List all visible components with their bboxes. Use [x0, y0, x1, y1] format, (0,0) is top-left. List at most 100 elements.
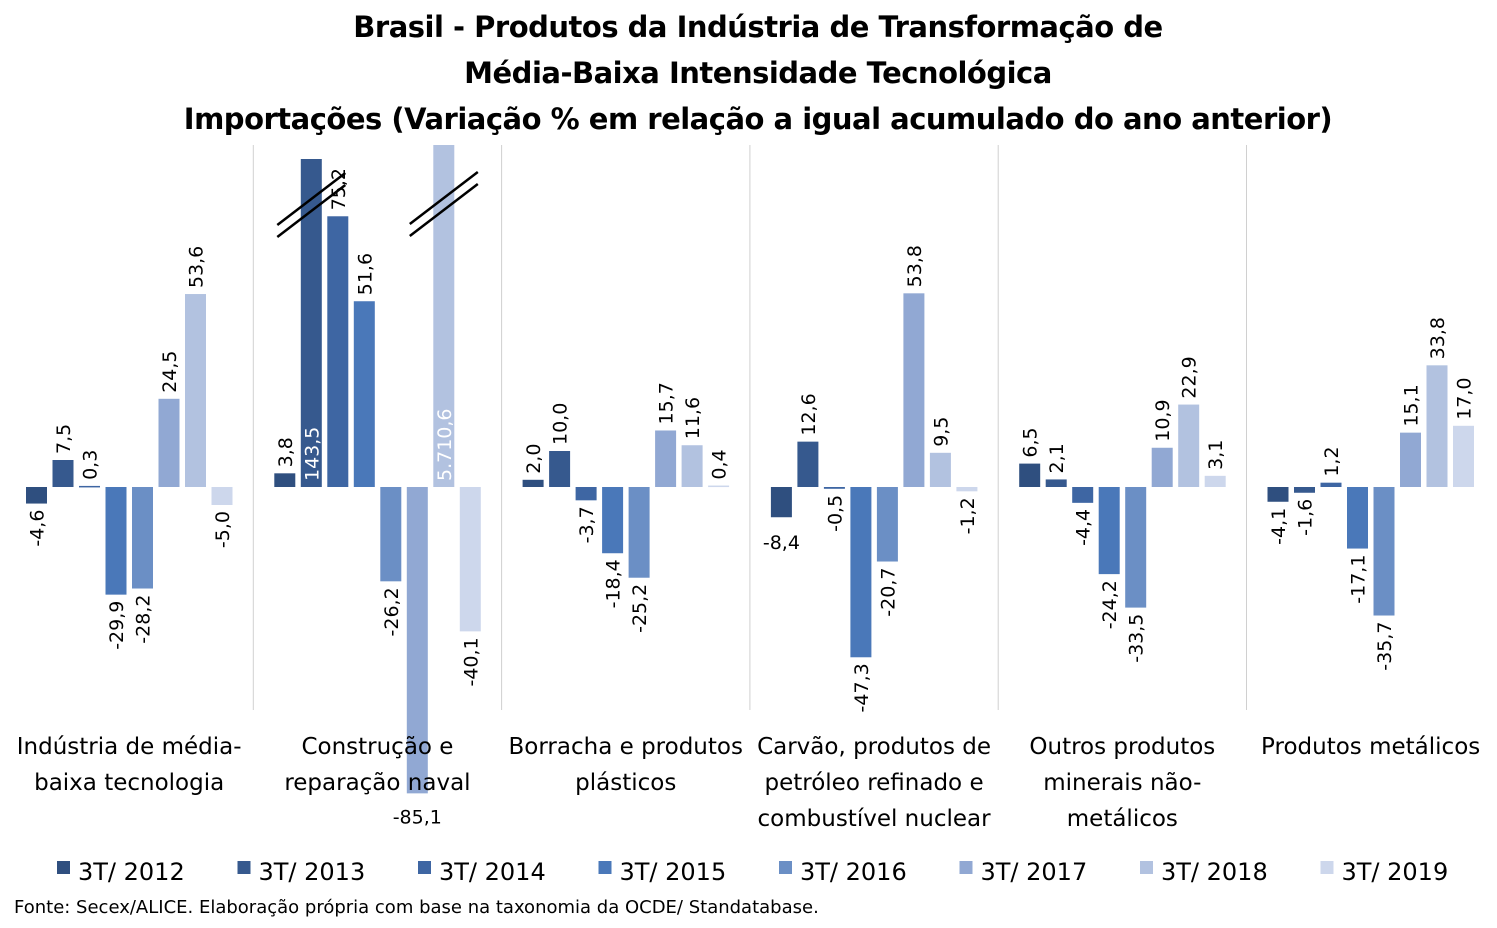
category-label: minerais não-	[1043, 770, 1201, 796]
bar	[522, 479, 544, 487]
data-label: -0,5	[824, 495, 846, 532]
data-label: -4,4	[1073, 509, 1095, 546]
data-label: 53,8	[904, 245, 926, 287]
data-label: 9,5	[930, 417, 952, 447]
data-label: 75,2	[328, 168, 350, 210]
data-label: 15,7	[656, 382, 678, 424]
data-label: 15,1	[1401, 384, 1423, 426]
data-label: -1,2	[957, 497, 979, 534]
axis-break-mark	[409, 171, 479, 225]
bar	[929, 452, 951, 487]
data-label: 6,5	[1020, 427, 1042, 457]
bar	[876, 487, 898, 562]
legend-swatch	[598, 861, 612, 874]
data-label: 143,5	[301, 427, 323, 481]
data-label: 10,9	[1152, 399, 1174, 441]
data-label: -40,1	[460, 637, 482, 686]
bar	[158, 398, 180, 487]
legend-swatch	[1140, 861, 1153, 874]
category-label: Borracha e produtos	[509, 734, 743, 760]
legend-swatch	[779, 861, 792, 874]
data-label: -35,7	[1374, 622, 1396, 671]
legend-entry: 3T/ 2012	[78, 858, 185, 886]
data-label: -85,1	[393, 806, 442, 828]
data-label: -18,4	[603, 559, 625, 608]
axis-break-marks	[276, 171, 479, 238]
bar	[628, 487, 650, 578]
bar	[575, 487, 597, 501]
chart-title-line-1: Brasil - Produtos da Indústria de Transf…	[353, 10, 1162, 44]
data-label: -4,6	[27, 510, 49, 547]
data-label: -29,9	[106, 601, 128, 650]
data-label: 1,2	[1321, 446, 1343, 476]
data-label: -26,2	[381, 587, 403, 636]
legend-swatch	[1320, 861, 1334, 874]
legend-entry: 3T/ 2016	[800, 858, 907, 886]
data-label: 17,0	[1454, 377, 1476, 419]
category-label: Carvão, produtos de	[757, 734, 991, 760]
bar	[1045, 479, 1067, 487]
data-label: -17,1	[1348, 555, 1370, 604]
bar	[1347, 487, 1368, 549]
category-separators	[252, 145, 1247, 710]
bar	[1320, 482, 1342, 487]
axis-break-mark	[276, 184, 347, 238]
data-label: 51,6	[354, 253, 376, 295]
bar	[211, 487, 233, 505]
category-label: metálicos	[1067, 806, 1178, 832]
source-note: Fonte: Secex/ALICE. Elaboração própria c…	[14, 897, 819, 918]
data-label: 2,1	[1046, 443, 1068, 473]
legend-entry: 3T/ 2017	[981, 858, 1088, 886]
data-label: -47,3	[851, 663, 873, 712]
data-label: 10,0	[550, 403, 572, 445]
bar	[1072, 487, 1094, 503]
bars-layer	[26, 145, 1474, 794]
category-label: plásticos	[575, 770, 676, 796]
bar	[681, 445, 703, 487]
axis-break-mark	[409, 183, 479, 237]
axis-break-mark	[276, 172, 347, 226]
data-label: 5.710,6	[434, 408, 456, 481]
data-label: -5,0	[212, 511, 234, 548]
bar	[903, 293, 925, 487]
bar	[52, 460, 74, 487]
data-label: 11,6	[682, 397, 704, 439]
legend-entry: 3T/ 2013	[259, 858, 366, 886]
data-label: 3,1	[1205, 440, 1227, 470]
data-label: 53,6	[186, 246, 208, 288]
category-label: Produtos metálicos	[1261, 734, 1480, 760]
legend-entry: 3T/ 2018	[1161, 858, 1268, 886]
bar	[1294, 487, 1315, 493]
bar	[1204, 475, 1226, 487]
data-label: -3,7	[576, 506, 598, 543]
bar	[549, 451, 571, 487]
bar	[353, 301, 375, 487]
data-label: -1,6	[1295, 499, 1317, 536]
data-label: -4,1	[1268, 508, 1290, 545]
data-label: -8,4	[763, 532, 800, 554]
category-label: petróleo refinado e	[764, 770, 983, 796]
bar	[655, 430, 677, 487]
data-label: -20,7	[877, 568, 899, 617]
legend-entry: 3T/ 2014	[439, 858, 546, 886]
bar	[1151, 447, 1173, 487]
category-label: Construção e	[301, 734, 453, 760]
bar	[823, 487, 845, 489]
bar	[1426, 365, 1448, 487]
bar	[1373, 487, 1395, 616]
legend-swatch	[57, 861, 70, 874]
category-label: combustível nuclear	[758, 806, 992, 832]
data-label: 24,5	[159, 350, 181, 392]
chart-title: Brasil - Produtos da Indústria de Transf…	[184, 10, 1333, 136]
category-label: reparação naval	[284, 770, 470, 796]
bar	[1019, 463, 1041, 487]
bar	[185, 294, 206, 487]
category-label: Indústria de média-	[17, 734, 242, 760]
data-labels-layer: -4,6 7,50,3 -29,9 -28,2 24,5 53,6 -5,0 3,8 143,5…	[27, 168, 1476, 828]
bar	[797, 441, 819, 487]
bar	[105, 487, 127, 595]
bar	[26, 487, 47, 504]
data-label: 12,6	[798, 393, 820, 435]
legend-swatch	[418, 861, 431, 874]
